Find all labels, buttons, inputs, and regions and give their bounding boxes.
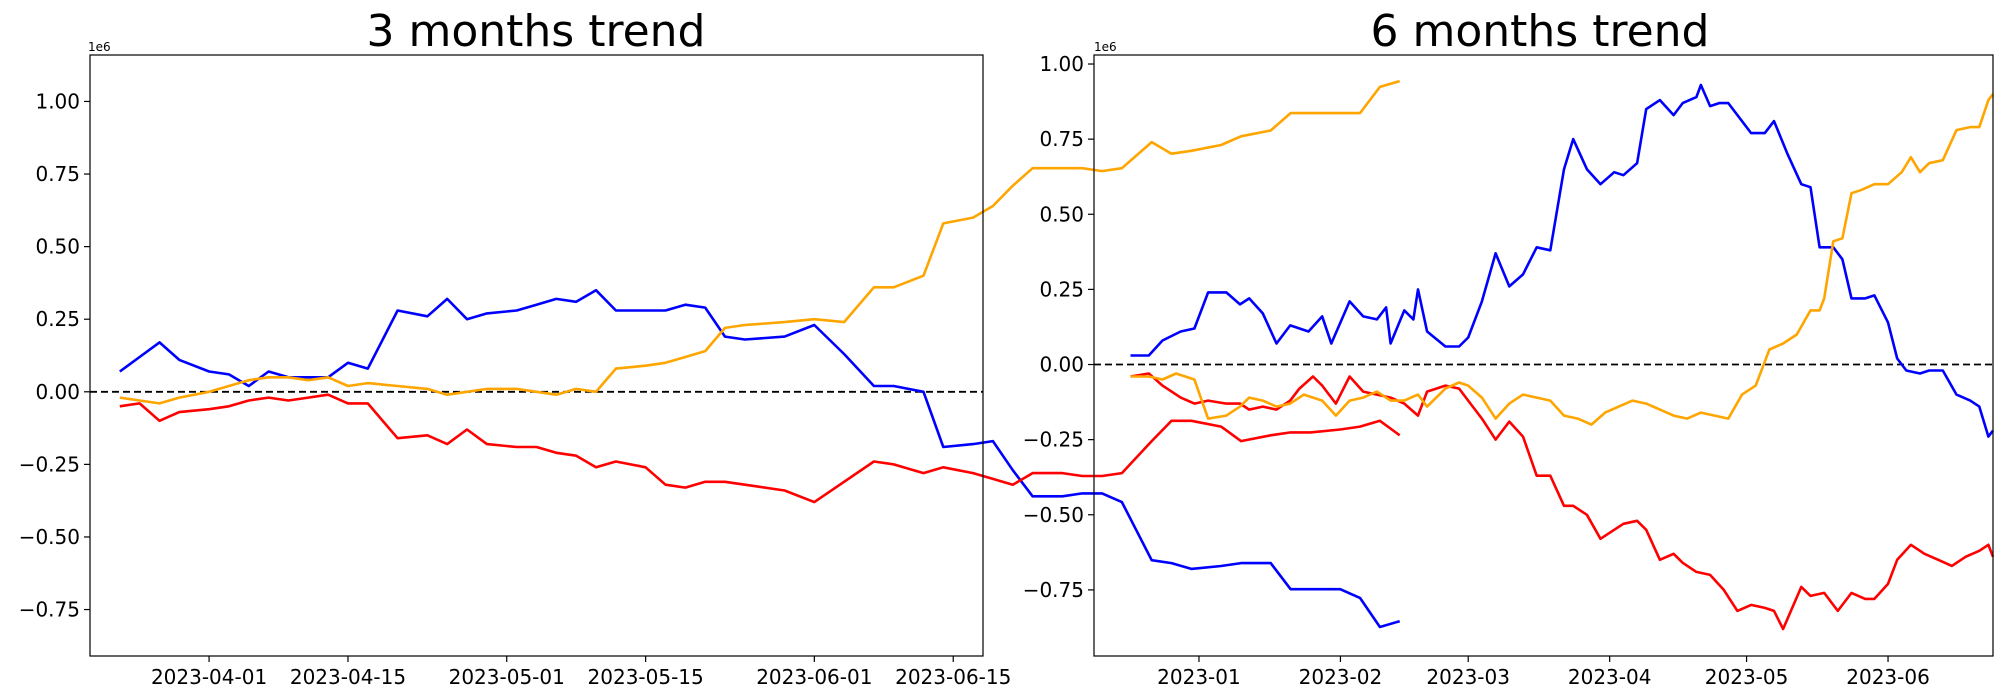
plot-frame — [89, 54, 984, 657]
x-tick-label: 2023-04-01 — [151, 665, 267, 689]
y-tick-label: 0.25 — [1039, 277, 1084, 301]
y-tick-label: 0.50 — [1039, 202, 1084, 226]
y-tick-label: 0.00 — [1039, 353, 1084, 377]
axis-offset-label: 1e6 — [1094, 40, 1117, 54]
y-tick-label: 0.75 — [1039, 127, 1084, 151]
chart-title: 3 months trend — [367, 6, 706, 57]
chart-3-months: 3 months trend 1e6 −0.75 −0.50 −0.25 0.00 0.… — [19, 6, 1401, 689]
y-tick-label: 0.75 — [35, 162, 80, 186]
series-line-1 — [119, 288, 1401, 629]
x-tick-label: 2023-06-01 — [756, 665, 872, 689]
series-line-3 — [119, 79, 1401, 405]
y-tick-label: −0.75 — [1023, 578, 1084, 602]
y-tick-label: 0.00 — [35, 380, 80, 404]
x-tick-label: 2023-04 — [1568, 665, 1652, 689]
chart-title: 6 months trend — [1371, 6, 1710, 57]
y-tick-label: 1.00 — [35, 89, 80, 113]
x-tick-label: 2023-06 — [1846, 665, 1930, 689]
y-tick-label: −0.25 — [19, 452, 80, 476]
y-tick-label: −0.50 — [19, 525, 80, 549]
x-tick-label: 2023-01 — [1157, 665, 1241, 689]
x-tick-label: 2023-05-15 — [588, 665, 704, 689]
y-tick-label: 0.25 — [35, 307, 80, 331]
chart-6-months: 6 months trend 1e6 −0.75 −0.50 −0.25 0.00 0.… — [1023, 6, 1995, 689]
y-tick-label: −0.25 — [1023, 428, 1084, 452]
y-tick-label: −0.50 — [1023, 503, 1084, 527]
series-line-1 — [1130, 83, 1995, 438]
y-tick-label: 1.00 — [1039, 52, 1084, 76]
series-line-2 — [1130, 372, 1995, 631]
axis-offset-label: 1e6 — [88, 40, 111, 54]
x-tick-label: 2023-05-01 — [449, 665, 565, 689]
x-tick-label: 2023-02 — [1299, 665, 1383, 689]
y-tick-label: 0.50 — [35, 235, 80, 259]
y-tick-label: −0.75 — [19, 598, 80, 622]
x-tick-label: 2023-05 — [1705, 665, 1789, 689]
x-tick-label: 2023-03 — [1426, 665, 1510, 689]
x-tick-label: 2023-04-15 — [290, 665, 406, 689]
series-line-2 — [119, 393, 1401, 504]
x-tick-label: 2023-06-15 — [895, 665, 1011, 689]
series-line-3 — [1130, 93, 1995, 426]
plot-frame — [1093, 54, 1994, 657]
